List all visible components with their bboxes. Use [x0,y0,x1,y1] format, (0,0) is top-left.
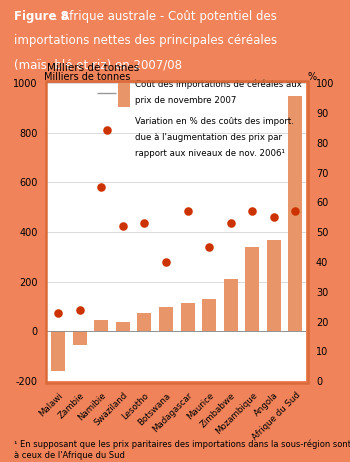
Bar [72,332,87,345]
Point [141,219,147,227]
Point [271,213,277,221]
Text: %: % [308,72,317,82]
Bar [224,280,238,332]
Bar [137,313,152,332]
Point [104,127,110,134]
Text: Figure 8: Figure 8 [14,10,69,23]
Text: due à l'augmentation des prix par: due à l'augmentation des prix par [135,133,282,142]
Point [250,207,255,215]
Bar [116,322,130,332]
Bar [94,320,108,332]
Bar [267,240,281,332]
Bar [181,303,195,332]
Bar [288,96,302,332]
Text: . Afrique australe - Coût potentiel des: . Afrique australe - Coût potentiel des [54,10,277,23]
Point [228,219,233,227]
Text: Coût des importations de céréales aux: Coût des importations de céréales aux [135,79,302,89]
Point [206,243,212,251]
Text: Variation en % des coûts des import.: Variation en % des coûts des import. [135,117,294,126]
Bar [51,332,65,371]
Bar [245,247,259,332]
Bar [159,307,173,332]
Point [55,309,61,316]
Text: (maïs, blé et riz) en 2007/08: (maïs, blé et riz) en 2007/08 [14,58,182,71]
Bar [202,299,216,332]
Text: importations nettes des principales céréales: importations nettes des principales céré… [14,34,277,47]
Point [77,306,83,313]
Point [98,184,104,191]
Point [163,258,169,266]
Text: Milliers de tonnes: Milliers de tonnes [44,72,130,82]
Text: ¹ En supposant que les prix paritaires des importations dans la sous-région sont: ¹ En supposant que les prix paritaires d… [14,440,350,460]
Point [293,207,298,215]
FancyBboxPatch shape [118,79,130,107]
Text: prix de novembre 2007: prix de novembre 2007 [135,96,236,104]
Text: Milliers de tonnes: Milliers de tonnes [47,63,140,73]
Point [120,223,126,230]
Text: rapport aux niveaux de nov. 2006¹: rapport aux niveaux de nov. 2006¹ [135,149,285,158]
Point [185,207,190,215]
